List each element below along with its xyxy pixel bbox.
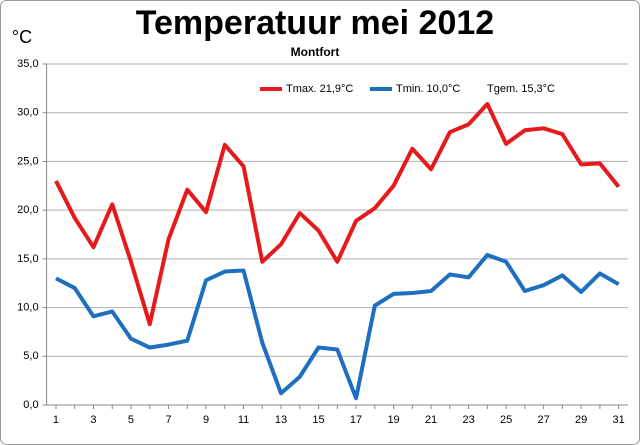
x-tick-label: 13 [275, 414, 287, 426]
y-tick-label: 0,0 [23, 399, 38, 411]
y-axis-label: °C [12, 27, 32, 47]
data-line [54, 101, 621, 327]
x-tick-label: 11 [238, 414, 249, 426]
y-tick-label: 25,0 [17, 155, 38, 167]
x-tick-label: 23 [462, 414, 474, 426]
x-tick-label: 17 [350, 414, 362, 426]
x-tick-label: 9 [203, 414, 209, 426]
legend-label: Tmax. 21,9°C [286, 83, 353, 95]
y-tick-label: 20,0 [17, 204, 38, 216]
y-tick-label: 5,0 [23, 350, 38, 362]
data-line [55, 252, 620, 401]
x-tick-label: 31 [612, 414, 624, 426]
x-tick-label: 27 [537, 414, 549, 426]
y-tick-label: 15,0 [17, 253, 38, 265]
chart-subtitle: Montfort [291, 45, 340, 59]
y-tick-label: 35,0 [17, 58, 38, 70]
x-tick-label: 7 [165, 414, 171, 426]
x-tick-label: 15 [312, 414, 324, 426]
annotation: Tgem. 15,3°C [487, 83, 555, 95]
x-tick-label: 3 [90, 414, 96, 426]
y-tick-label: 30,0 [17, 107, 38, 119]
legend-label: Tmin. 10,0°C [396, 83, 460, 95]
x-tick-label: 19 [387, 414, 399, 426]
x-tick-label: 25 [500, 414, 512, 426]
x-tick-label: 5 [128, 414, 134, 426]
x-tick-label: 1 [53, 414, 59, 426]
x-tick-label: 29 [575, 414, 587, 426]
y-tick-label: 10,0 [17, 301, 38, 313]
x-tick-label: 21 [425, 414, 437, 426]
chart-title: Temperatuur mei 2012 [136, 4, 494, 42]
